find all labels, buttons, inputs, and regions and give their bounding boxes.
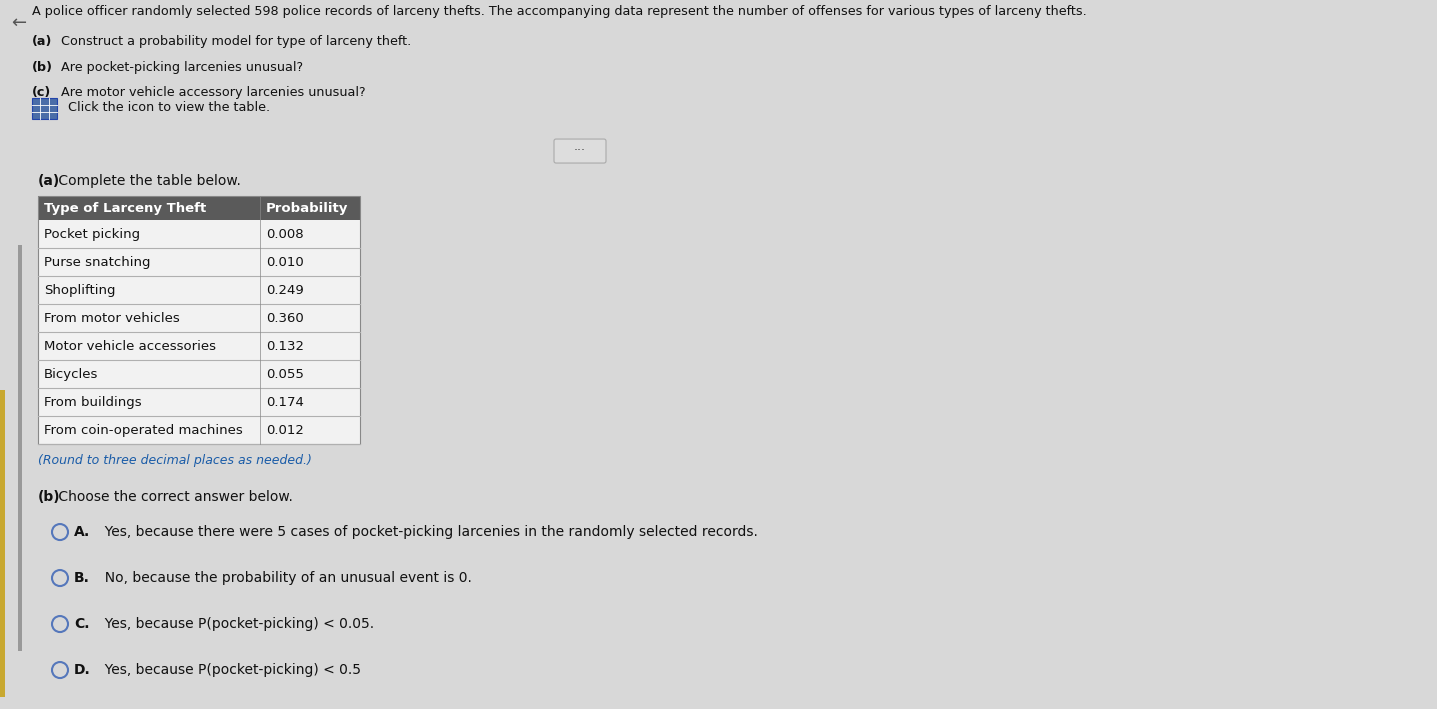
- Text: (Round to three decimal places as needed.): (Round to three decimal places as needed…: [37, 454, 312, 467]
- Text: Yes, because P(pocket-picking) < 0.05.: Yes, because P(pocket-picking) < 0.05.: [96, 617, 374, 631]
- FancyBboxPatch shape: [555, 139, 606, 163]
- Text: (a): (a): [32, 35, 52, 48]
- Text: 0.249: 0.249: [266, 284, 303, 296]
- Text: B.: B.: [73, 571, 91, 585]
- Text: 0.132: 0.132: [266, 340, 305, 352]
- Text: Pocket picking: Pocket picking: [45, 228, 141, 240]
- Bar: [37, 304, 361, 332]
- Bar: [37, 220, 361, 248]
- Text: From motor vehicles: From motor vehicles: [45, 311, 180, 325]
- Bar: [37, 332, 361, 360]
- Text: Yes, because P(pocket-picking) < 0.5: Yes, because P(pocket-picking) < 0.5: [96, 663, 361, 677]
- Text: Are motor vehicle accessory larcenies unusual?: Are motor vehicle accessory larcenies un…: [57, 86, 366, 99]
- Bar: [37, 196, 361, 444]
- Bar: [37, 248, 361, 276]
- Text: 0.360: 0.360: [266, 311, 303, 325]
- Text: Choose the correct answer below.: Choose the correct answer below.: [55, 490, 293, 504]
- Bar: [0, 390, 4, 698]
- Bar: [19, 245, 22, 651]
- Text: (a): (a): [37, 174, 60, 188]
- Text: Shoplifting: Shoplifting: [45, 284, 115, 296]
- Text: A.: A.: [73, 525, 91, 539]
- Text: Complete the table below.: Complete the table below.: [55, 174, 241, 188]
- Text: (c): (c): [32, 86, 50, 99]
- Text: 0.055: 0.055: [266, 367, 303, 381]
- Text: From coin-operated machines: From coin-operated machines: [45, 423, 243, 437]
- Text: Motor vehicle accessories: Motor vehicle accessories: [45, 340, 216, 352]
- Text: Type of Larceny Theft: Type of Larceny Theft: [45, 201, 207, 215]
- Text: Probability: Probability: [266, 201, 348, 215]
- Bar: [37, 360, 361, 388]
- Text: Purse snatching: Purse snatching: [45, 255, 151, 269]
- Text: ←: ←: [11, 14, 27, 32]
- Text: (b): (b): [32, 61, 53, 74]
- Text: 0.010: 0.010: [266, 255, 303, 269]
- Text: 0.174: 0.174: [266, 396, 303, 408]
- FancyBboxPatch shape: [32, 98, 57, 118]
- Text: Click the icon to view the table.: Click the icon to view the table.: [68, 101, 270, 114]
- Text: Are pocket-picking larcenies unusual?: Are pocket-picking larcenies unusual?: [57, 61, 303, 74]
- Text: C.: C.: [73, 617, 89, 631]
- Text: No, because the probability of an unusual event is 0.: No, because the probability of an unusua…: [96, 571, 471, 585]
- Text: D.: D.: [73, 663, 91, 677]
- Text: (b): (b): [37, 490, 60, 504]
- Text: A police officer randomly selected 598 police records of larceny thefts. The acc: A police officer randomly selected 598 p…: [32, 5, 1086, 18]
- Text: 0.008: 0.008: [266, 228, 303, 240]
- Text: From buildings: From buildings: [45, 396, 142, 408]
- Bar: [37, 276, 361, 304]
- Text: Yes, because there were 5 cases of pocket-picking larcenies in the randomly sele: Yes, because there were 5 cases of pocke…: [96, 525, 757, 539]
- Bar: [37, 416, 361, 444]
- Text: 0.012: 0.012: [266, 423, 303, 437]
- Text: ···: ···: [573, 143, 586, 157]
- Bar: [37, 388, 361, 416]
- Text: Construct a probability model for type of larceny theft.: Construct a probability model for type o…: [57, 35, 412, 48]
- Bar: [37, 196, 361, 220]
- Text: Bicycles: Bicycles: [45, 367, 98, 381]
